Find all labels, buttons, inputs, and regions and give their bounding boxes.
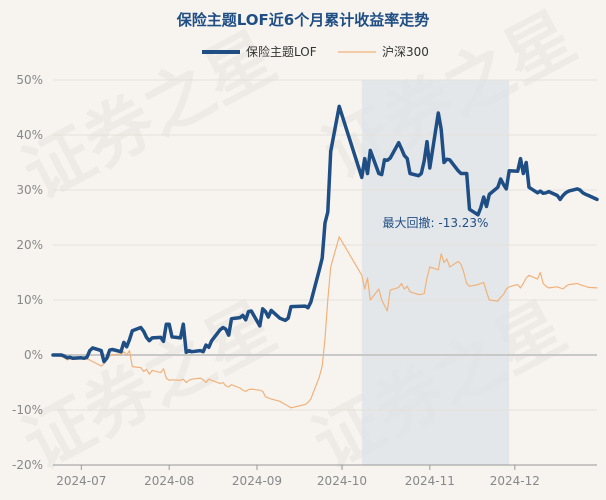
y-tick-label: 10% [16,293,43,307]
y-tick-label: 50% [16,73,43,87]
legend-item-fund: 保险主题LOF [202,44,317,59]
max-drawdown-band [361,80,510,465]
x-tick-label: 2024-12 [490,474,540,488]
x-tick-label: 2024-10 [317,474,367,488]
y-tick-label: 20% [16,238,43,252]
legend-label-index: 沪深300 [382,45,429,59]
x-tick-label: 2024-08 [144,474,194,488]
y-tick-label: -20% [12,458,43,472]
y-tick-label: 0% [24,348,43,362]
y-tick-label: -10% [12,403,43,417]
legend-item-index: 沪深300 [338,45,429,59]
x-tick-label: 2024-11 [405,474,455,488]
chart-title: 保险主题LOF近6个月累计收益率走势 [176,11,429,29]
series-layer [51,104,599,409]
y-axis: -20% -10% 0% 10% 20% 30% 40% 50% [12,73,43,472]
max-drawdown-label: 最大回撤: -13.23% [383,215,489,230]
y-tick-label: 30% [16,183,43,197]
x-tick-label: 2024-07 [56,474,106,488]
x-axis: 2024-07 2024-08 2024-09 2024-10 2024-11 2024-… [53,464,597,488]
legend-label-fund: 保险主题LOF [246,44,317,59]
x-tick-label: 2024-09 [232,474,282,488]
legend: 保险主题LOF 沪深300 [202,44,429,59]
index-line [52,236,598,409]
fund-line [51,104,599,364]
y-tick-label: 40% [16,128,43,142]
